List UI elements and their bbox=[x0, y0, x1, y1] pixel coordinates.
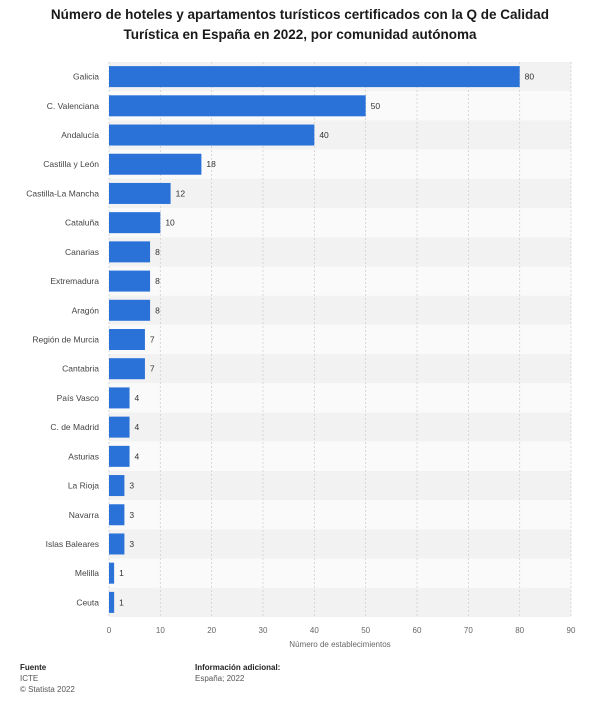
category-label: Castilla-La Mancha bbox=[26, 188, 99, 198]
value-label: 12 bbox=[176, 188, 186, 198]
x-tick-label: 40 bbox=[310, 626, 319, 635]
chart-title: Número de hoteles y apartamentos turísti… bbox=[20, 5, 580, 45]
category-label: C. Valenciana bbox=[47, 101, 100, 111]
category-label: Asturias bbox=[68, 451, 99, 461]
source-block: Fuente ICTE © Statista 2022 bbox=[20, 662, 75, 695]
category-label: Melilla bbox=[75, 568, 99, 578]
row-band bbox=[109, 558, 571, 588]
category-label: Ceuta bbox=[76, 597, 99, 607]
x-tick-label: 50 bbox=[361, 626, 370, 635]
category-label: País Vasco bbox=[57, 393, 100, 403]
x-tick-label: 70 bbox=[464, 626, 473, 635]
value-label: 50 bbox=[371, 101, 381, 111]
bar[interactable] bbox=[109, 212, 161, 234]
row-band bbox=[109, 441, 571, 471]
row-band bbox=[109, 178, 571, 209]
category-label: Navarra bbox=[69, 510, 100, 520]
bar[interactable] bbox=[109, 241, 151, 263]
additional-info-text: España; 2022 bbox=[195, 674, 245, 683]
category-label: Región de Murcia bbox=[32, 335, 99, 345]
source-name: ICTE bbox=[20, 674, 39, 683]
x-tick-label: 60 bbox=[413, 626, 422, 635]
value-label: 4 bbox=[135, 393, 140, 403]
value-label: 3 bbox=[129, 481, 134, 491]
x-tick-label: 0 bbox=[107, 626, 112, 635]
bar[interactable] bbox=[109, 533, 125, 555]
row-band bbox=[109, 324, 571, 355]
row-band bbox=[109, 208, 571, 238]
bar[interactable] bbox=[109, 475, 125, 497]
source-heading: Fuente bbox=[20, 663, 47, 672]
chart-title-line-2: Turística en España en 2022, por comunid… bbox=[123, 27, 477, 42]
copyright-link[interactable]: © Statista 2022 bbox=[20, 685, 75, 694]
bar[interactable] bbox=[109, 153, 202, 175]
x-tick-label: 30 bbox=[259, 626, 268, 635]
x-axis-label: Número de establecimientos bbox=[289, 640, 390, 649]
value-label: 8 bbox=[155, 276, 160, 286]
value-label: 1 bbox=[119, 597, 124, 607]
value-label: 3 bbox=[129, 510, 134, 520]
row-band bbox=[109, 500, 571, 530]
additional-info-block: Información adicional: España; 2022 bbox=[195, 662, 280, 684]
bar[interactable] bbox=[109, 416, 130, 438]
bar[interactable] bbox=[109, 358, 145, 380]
bar[interactable] bbox=[109, 66, 520, 88]
value-label: 4 bbox=[135, 451, 140, 461]
x-tick-label: 20 bbox=[207, 626, 216, 635]
x-tick-label: 90 bbox=[567, 626, 576, 635]
bar[interactable] bbox=[109, 445, 130, 467]
bar[interactable] bbox=[109, 504, 125, 526]
value-label: 3 bbox=[129, 539, 134, 549]
value-label: 40 bbox=[319, 130, 329, 140]
additional-info-heading: Información adicional: bbox=[195, 663, 281, 672]
bar[interactable] bbox=[109, 562, 115, 584]
row-band bbox=[109, 412, 571, 442]
row-band bbox=[109, 354, 571, 384]
chart-title-line-1: Número de hoteles y apartamentos turísti… bbox=[50, 7, 550, 22]
bar[interactable] bbox=[109, 591, 115, 613]
bar[interactable] bbox=[109, 95, 366, 117]
category-label: Galicia bbox=[73, 72, 99, 82]
category-label: Islas Baleares bbox=[46, 539, 99, 549]
value-label: 8 bbox=[155, 305, 160, 315]
x-tick-label: 10 bbox=[156, 626, 165, 635]
x-tick-label: 80 bbox=[515, 626, 524, 635]
value-label: 10 bbox=[165, 218, 175, 228]
row-band bbox=[109, 529, 571, 559]
bar[interactable] bbox=[109, 387, 130, 409]
category-label: La Rioja bbox=[68, 481, 99, 491]
bar[interactable] bbox=[109, 182, 171, 204]
bar[interactable] bbox=[109, 124, 315, 146]
value-label: 18 bbox=[206, 159, 216, 169]
category-label: C. de Madrid bbox=[50, 422, 99, 432]
row-band bbox=[109, 470, 571, 501]
value-label: 80 bbox=[525, 72, 535, 82]
category-label: Castilla y León bbox=[43, 159, 99, 169]
category-label: Canarias bbox=[65, 247, 99, 257]
value-label: 8 bbox=[155, 247, 160, 257]
row-band bbox=[109, 587, 571, 617]
category-label: Extremadura bbox=[50, 276, 99, 286]
value-label: 1 bbox=[119, 568, 124, 578]
row-band bbox=[109, 266, 571, 296]
category-label: Cataluña bbox=[65, 218, 99, 228]
bar[interactable] bbox=[109, 270, 151, 292]
value-label: 7 bbox=[150, 335, 155, 345]
category-label: Cantabria bbox=[62, 364, 99, 374]
bar[interactable] bbox=[109, 299, 151, 321]
value-label: 7 bbox=[150, 364, 155, 374]
value-label: 4 bbox=[135, 422, 140, 432]
category-label: Aragón bbox=[72, 305, 100, 315]
row-band bbox=[109, 295, 571, 325]
category-label: Andalucía bbox=[61, 130, 99, 140]
row-band bbox=[109, 383, 571, 413]
bar[interactable] bbox=[109, 329, 145, 350]
row-band bbox=[109, 237, 571, 267]
